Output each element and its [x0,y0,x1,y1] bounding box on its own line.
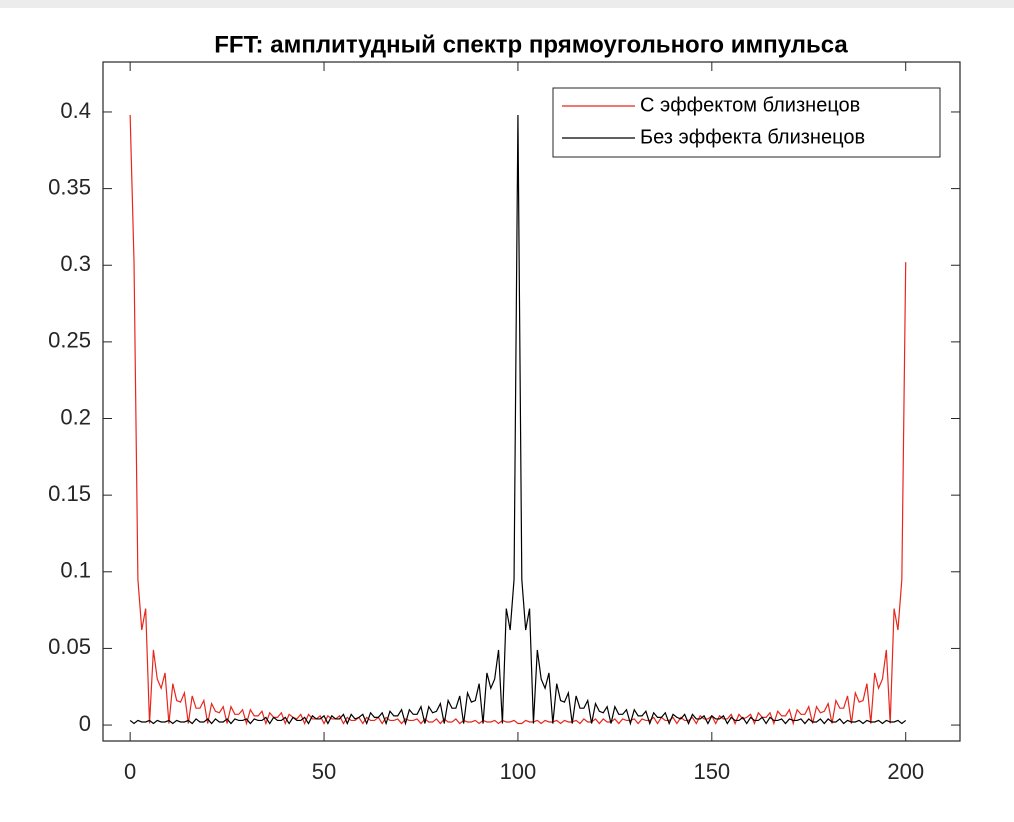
legend: С эффектом близнецов Без эффекта близнецо… [552,87,941,158]
legend-label: Без эффекта близнецов [640,126,865,148]
y-tick-label: 0 [79,711,91,736]
x-tick-label: 50 [312,759,336,784]
legend-box [552,87,941,158]
axes-box [102,61,961,742]
x-tick-label: 200 [887,759,924,784]
x-tick-label: 150 [693,759,730,784]
x-tick-label: 0 [124,759,136,784]
y-tick-label: 0.35 [48,174,91,199]
y-tick-label: 0.05 [48,634,91,659]
series-line [129,115,907,726]
y-tick-label: 0.25 [48,328,91,353]
y-tick-label: 0.1 [60,558,91,583]
chart-title: FFT: амплитудный спектр прямоугольного и… [214,31,848,58]
y-tick-label: 0.3 [60,251,91,276]
y-tick-label: 0.4 [60,98,91,123]
y-tick-label: 0.2 [60,404,91,429]
x-tick-label: 100 [500,759,537,784]
series-line [129,115,907,726]
y-tick-label: 0.15 [48,481,91,506]
window-strip [0,0,1014,8]
legend-label: С эффектом близнецов [640,94,860,116]
